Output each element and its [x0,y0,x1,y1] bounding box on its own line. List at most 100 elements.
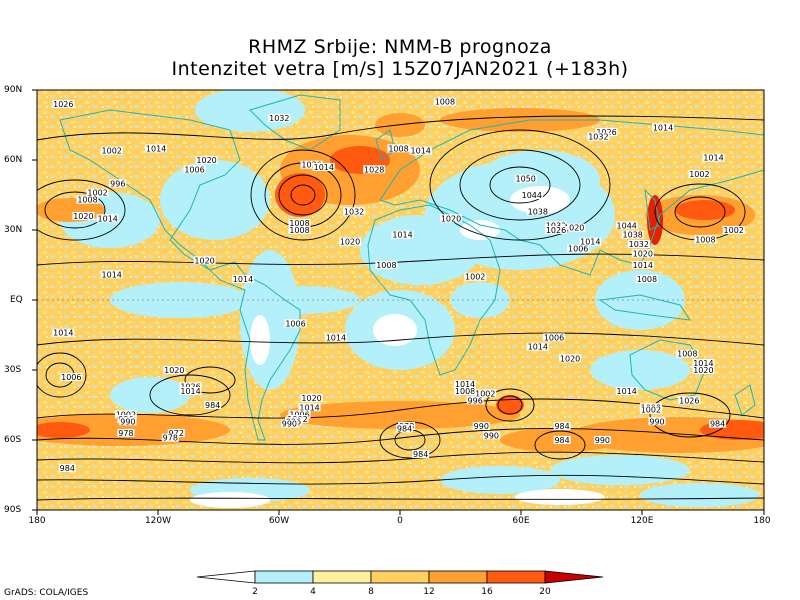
isobar-label-bg [363,165,386,174]
isobar-label-bg [167,429,185,437]
isobar-label: 1020 [441,214,461,223]
isobar-label-bg [474,389,497,398]
isobar-label: 1014 [233,275,253,284]
isobar-label-bg [702,153,725,162]
isobar-label: 1014 [653,123,673,132]
colorbar [196,570,604,584]
colorbar-label: 4 [310,587,316,597]
isobar-label-bg [563,223,586,232]
lat-label: 90N [4,85,23,95]
isobar-label-bg [288,410,311,419]
isobar-label: 1020 [560,354,580,363]
isobar-label-bg [109,179,127,188]
isobar-label-bg [567,244,590,253]
isobar-label: 1020 [196,156,216,165]
isobar-label-bg [145,144,168,153]
lon-label: 120W [144,516,172,526]
isobar-label-bg [694,235,717,244]
isobar-label-bg [300,394,323,402]
isobar-label: 984 [397,424,412,433]
isobar-label-bg [58,464,76,472]
isobar-label: 1008 [376,261,396,270]
isobar-label: 1006 [285,319,305,328]
isobar-label: 1020 [194,256,214,265]
isobar-label-bg [635,275,658,283]
isobar-label: 1008 [388,144,408,153]
lat-label: 60N [4,155,23,165]
isobar-label: 1014 [392,231,412,240]
isobar-label-bg [396,424,413,433]
isobar-label-bg [117,429,135,437]
isobar-label-bg [440,214,462,223]
isobar-label: 1014 [693,359,713,368]
isobar-label-bg [514,174,537,183]
isobar-label-bg [621,230,644,239]
isobar-label-bg [268,114,291,122]
isobar-label: 1050 [516,175,536,184]
isobar-label-bg [692,359,715,367]
lat-label: 30N [4,225,23,235]
isobar-label: 1008 [677,350,697,359]
isobar-label-bg [454,380,477,388]
isobar-label-bg [161,433,179,442]
isobar-label: 1006 [544,333,564,342]
isobar-label: 1008 [435,98,455,107]
isobar-label-bg [709,419,727,428]
isobar-label-bg [72,212,95,220]
axis-ticks [32,89,765,515]
isobar-label: 1020 [693,366,713,375]
isobar-label: 984 [554,422,569,431]
isobar-label: 990 [595,436,610,445]
isobar-label-bg [520,191,543,199]
colorbar-label: 20 [539,587,551,597]
isobar-label: 1008 [695,235,715,244]
isobar-label: 1020 [73,212,93,221]
isobar-label: 978 [163,434,178,443]
isobar-label: 1020 [564,224,584,233]
isobar-label-bg [298,403,321,412]
isobar-label: 1032 [344,207,364,216]
isobar-label-bg [288,226,311,234]
isobar-label-bg [692,366,715,374]
isobar-label: 1014 [102,270,122,279]
isobar-label: 1014 [455,380,475,389]
isobar-label-bg [433,97,456,106]
isobar-label: 1032 [546,221,566,230]
isobar-label: 990 [120,417,135,426]
lat-label: 60S [4,435,22,445]
lon-label: 60E [512,516,530,526]
isobar-label: 1044 [617,221,637,230]
isobar-label: 1014 [633,261,653,270]
lat-label: 30S [4,365,22,375]
isobar-label: 1026 [596,128,616,137]
lon-label: 60W [268,516,290,526]
isobar-label: 1002 [116,410,136,419]
isobar-label: 1026 [679,396,699,405]
isobar-label: 1020 [340,238,360,247]
isobar-label-bg [464,272,487,281]
isobar-label-bg [631,249,654,258]
isobar-label: 984 [554,436,569,445]
isobar-label-bg [179,387,202,395]
isobar-label-bg [472,422,490,430]
isobar-label: 990 [282,420,297,429]
isobar-label: 1014 [180,387,200,396]
isobar-label: 1026 [180,382,200,391]
isobar-label-bg [615,221,638,230]
isobar-label: 1038 [623,231,643,240]
isobar-label-bg [163,366,186,374]
isobar-label-bg [545,226,567,234]
isobar-label: 984 [205,401,220,410]
isobar-label: 1006 [568,245,588,254]
isobar-label: 1006 [289,410,309,419]
isobar-label: 1014 [411,147,431,156]
colorbar-label: 2 [252,587,258,597]
isobar-label: 1014 [53,329,73,338]
isobar-label-bg [339,237,361,246]
isobar-label: 1002 [102,147,122,156]
isobar-label: 1026 [546,226,566,235]
isobar-contours [37,115,764,501]
isobar-label-bg [183,165,206,174]
isobar-label: 1032 [588,133,608,142]
